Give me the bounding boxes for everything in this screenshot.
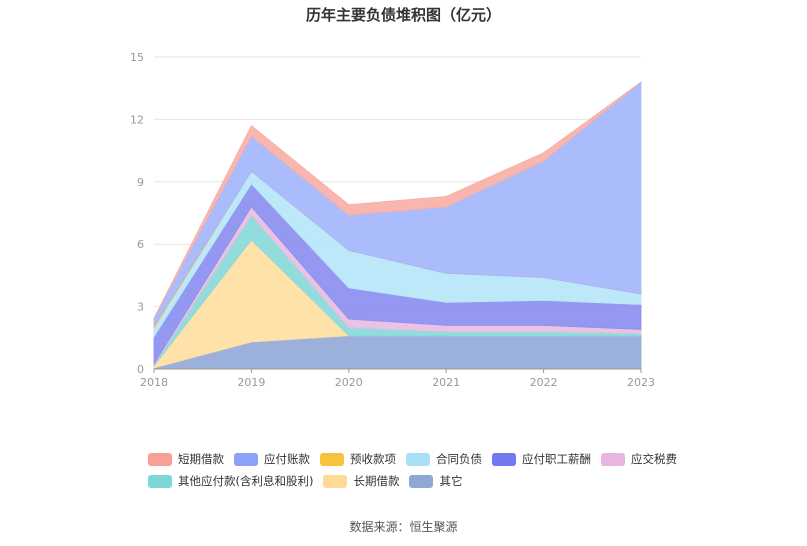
y-tick-label: 3 — [137, 301, 144, 314]
legend-swatch — [601, 452, 625, 466]
legend-row-2: 其他应付款(含利息和股利) 长期借款 其它 — [148, 470, 708, 492]
x-tick-label: 2022 — [530, 376, 558, 389]
legend-swatch — [492, 452, 516, 466]
legend-item-other-payables[interactable]: 其他应付款(含利息和股利) — [148, 473, 313, 489]
y-tick-label: 12 — [130, 113, 144, 126]
y-tick-label: 0 — [137, 363, 144, 376]
legend-label: 其他应付款(含利息和股利) — [178, 474, 314, 488]
legend-label: 短期借款 — [178, 452, 224, 466]
legend-label: 合同负债 — [436, 452, 482, 466]
legend-item-contract-liabilities[interactable]: 合同负债 — [406, 451, 482, 467]
legend-label: 预收款项 — [350, 452, 396, 466]
legend-item-employee-pay[interactable]: 应付职工薪酬 — [492, 451, 591, 467]
legend-item-other[interactable]: 其它 — [409, 473, 462, 489]
stacked-areas — [153, 81, 642, 370]
legend-row-1: 短期借款 应付账款 预收款项 合同负债 应付职工薪酬 应交税费 — [148, 448, 708, 470]
legend-label: 应付职工薪酬 — [522, 452, 591, 466]
legend-label: 其它 — [439, 474, 463, 488]
legend-swatch — [409, 474, 434, 488]
legend-swatch — [148, 474, 172, 488]
x-tick-label: 2020 — [335, 376, 363, 389]
legend-swatch — [148, 452, 172, 466]
x-tick-label: 2019 — [237, 376, 265, 389]
legend-swatch — [320, 452, 344, 466]
legend-swatch — [234, 452, 258, 466]
chart-title: 历年主要负债堆积图（亿元） — [305, 6, 501, 24]
legend-label: 应交税费 — [631, 452, 677, 466]
data-source: 数据来源：恒生聚源 — [349, 520, 458, 534]
area-series-8 — [153, 81, 642, 319]
legend-item-long-term-loans[interactable]: 长期借款 — [323, 473, 399, 489]
legend-swatch — [323, 474, 348, 488]
legend-label: 应付账款 — [264, 452, 310, 466]
y-tick-label: 15 — [130, 51, 144, 64]
y-tick-label: 9 — [137, 176, 144, 189]
x-tick-label: 2018 — [140, 376, 168, 389]
legend-label: 长期借款 — [353, 474, 400, 488]
legend-item-advance-receipts[interactable]: 预收款项 — [320, 451, 396, 467]
x-tick-label: 2021 — [432, 376, 460, 389]
legend-swatch — [406, 452, 430, 466]
y-tick-label: 6 — [137, 238, 144, 251]
legend-item-short-term-loans[interactable]: 短期借款 — [148, 451, 224, 467]
legend-item-accounts-payable[interactable]: 应付账款 — [234, 451, 310, 467]
x-tick-label: 2023 — [627, 376, 655, 389]
area-chart: 0 3 6 9 12 15 2018 2019 2020 2021 2022 2023 — [130, 51, 655, 389]
axes: 0 3 6 9 12 15 2018 2019 2020 2021 2022 2023 — [130, 51, 655, 389]
legend-item-taxes-payable[interactable]: 应交税费 — [601, 451, 677, 467]
legend: 短期借款 应付账款 预收款项 合同负债 应付职工薪酬 应交税费 其他应付款(含利… — [148, 448, 708, 492]
